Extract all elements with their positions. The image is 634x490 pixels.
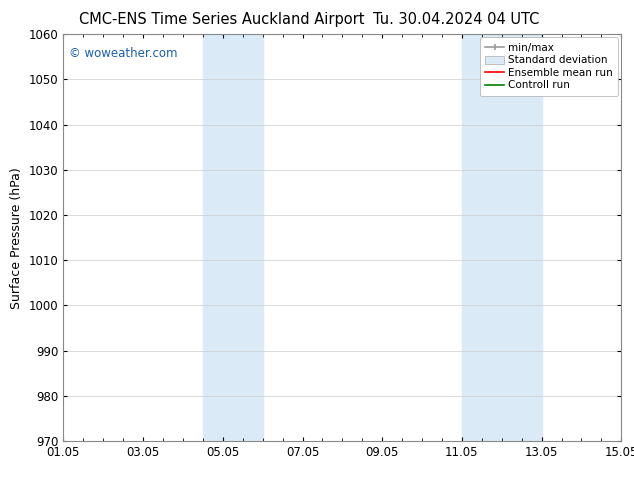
Text: CMC-ENS Time Series Auckland Airport: CMC-ENS Time Series Auckland Airport [79, 12, 365, 27]
Legend: min/max, Standard deviation, Ensemble mean run, Controll run: min/max, Standard deviation, Ensemble me… [480, 37, 618, 96]
Bar [203, 34, 262, 441]
Bar [462, 34, 541, 441]
Text: Tu. 30.04.2024 04 UTC: Tu. 30.04.2024 04 UTC [373, 12, 540, 27]
Y-axis label: Surface Pressure (hPa): Surface Pressure (hPa) [10, 167, 23, 309]
Text: © woweather.com: © woweather.com [69, 47, 178, 59]
